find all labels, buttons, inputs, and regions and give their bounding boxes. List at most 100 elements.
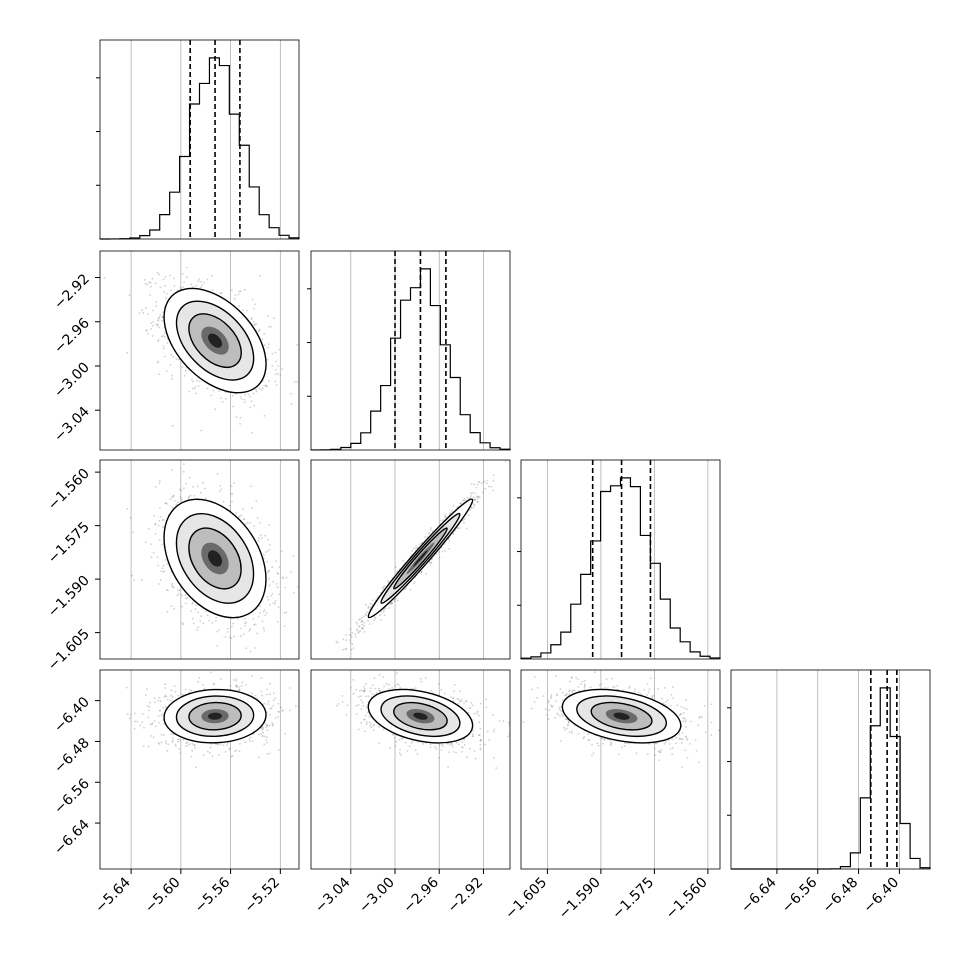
scatter-point	[241, 681, 244, 684]
scatter-point	[170, 694, 173, 697]
scatter-point	[199, 620, 202, 623]
scatter-point	[257, 615, 260, 618]
scatter-point	[262, 731, 264, 734]
scatter-point	[129, 516, 132, 519]
scatter-point	[269, 707, 271, 710]
scatter-point	[265, 726, 267, 729]
scatter-point	[222, 744, 225, 747]
scatter-point	[215, 620, 217, 622]
scatter-point	[159, 313, 162, 316]
scatter-point	[192, 380, 194, 383]
scatter-point	[170, 605, 173, 607]
scatter-point	[194, 746, 197, 749]
density-core	[207, 550, 223, 567]
scatter-point	[160, 714, 163, 717]
scatter-point	[165, 370, 168, 372]
scatter-point	[267, 346, 270, 349]
scatter-point	[472, 506, 475, 509]
scatter-point	[274, 697, 276, 700]
scatter-point	[244, 621, 247, 624]
scatter-point	[185, 742, 188, 744]
scatter-point	[158, 539, 161, 542]
scatter-point	[482, 491, 484, 494]
scatter-point	[180, 605, 183, 608]
scatter-point	[293, 381, 296, 383]
scatter-point	[131, 574, 134, 577]
scatter-point	[235, 512, 237, 515]
scatter-point	[263, 609, 266, 611]
scatter-point	[243, 398, 246, 401]
scatter-point	[239, 290, 242, 293]
panel-frame	[730, 669, 931, 870]
scatter-point	[251, 431, 254, 434]
scatter-point	[277, 372, 279, 375]
scatter-point	[164, 687, 167, 689]
scatter-point	[367, 607, 370, 609]
scatter-point	[326, 667, 328, 669]
scatter-point	[144, 694, 147, 696]
scatter-point	[195, 604, 197, 607]
scatter-point	[271, 566, 274, 568]
scatter-point	[157, 360, 160, 363]
scatter-point	[152, 551, 155, 554]
scatter-point	[474, 499, 476, 501]
scatter-point	[161, 315, 164, 318]
scatter-point	[163, 695, 166, 698]
scatter-point	[295, 705, 297, 707]
scatter-point	[362, 627, 365, 630]
scatter-point	[149, 723, 152, 725]
scatter-point	[206, 387, 209, 390]
scatter-point	[266, 741, 268, 744]
scatter-point	[379, 591, 382, 594]
scatter-point	[266, 560, 268, 563]
scatter-point	[145, 688, 148, 690]
scatter-point	[250, 317, 253, 319]
scatter-point	[272, 699, 275, 702]
scatter-point	[247, 393, 250, 395]
scatter-point	[382, 609, 385, 611]
scatter-point	[147, 527, 150, 530]
scatter-point	[219, 292, 222, 294]
scatter-point	[277, 711, 280, 713]
scatter-point	[478, 481, 481, 484]
scatter-point	[233, 679, 236, 681]
scatter-point	[452, 533, 455, 535]
scatter-point	[260, 733, 262, 735]
scatter-point	[157, 715, 160, 717]
scatter-point	[149, 294, 152, 296]
scatter-point	[159, 479, 161, 482]
scatter-point	[266, 723, 269, 726]
scatter-point	[358, 625, 361, 628]
scatter-point	[164, 284, 166, 287]
scatter-point	[185, 276, 188, 279]
scatter-point	[171, 585, 174, 588]
scatter-point	[238, 750, 241, 753]
scatter-point	[420, 572, 422, 575]
scatter-point	[395, 571, 398, 573]
scatter-point	[420, 571, 423, 573]
histogram-panel-2	[307, 250, 511, 451]
scatter-point	[267, 703, 270, 705]
scatter-point	[171, 469, 174, 471]
scatter-point	[208, 619, 211, 622]
scatter-point	[191, 603, 194, 605]
scatter-point	[361, 616, 363, 619]
scatter-point	[386, 580, 389, 582]
scatter-point	[349, 639, 351, 641]
scatter-point	[138, 312, 141, 314]
scatter-point	[220, 488, 223, 491]
scatter-point	[220, 292, 223, 295]
scatter-point	[369, 606, 372, 609]
scatter-point	[235, 684, 238, 687]
scatter-point	[231, 493, 234, 496]
scatter-point	[235, 678, 238, 680]
scatter-point	[477, 495, 479, 498]
scatter-point	[157, 583, 160, 585]
scatter-point	[166, 589, 169, 592]
scatter-point	[463, 499, 465, 502]
scatter-point	[147, 745, 150, 748]
scatter-point	[266, 729, 269, 731]
scatter-point	[265, 739, 268, 741]
scatter-point	[158, 696, 161, 699]
scatter-point	[231, 754, 234, 757]
